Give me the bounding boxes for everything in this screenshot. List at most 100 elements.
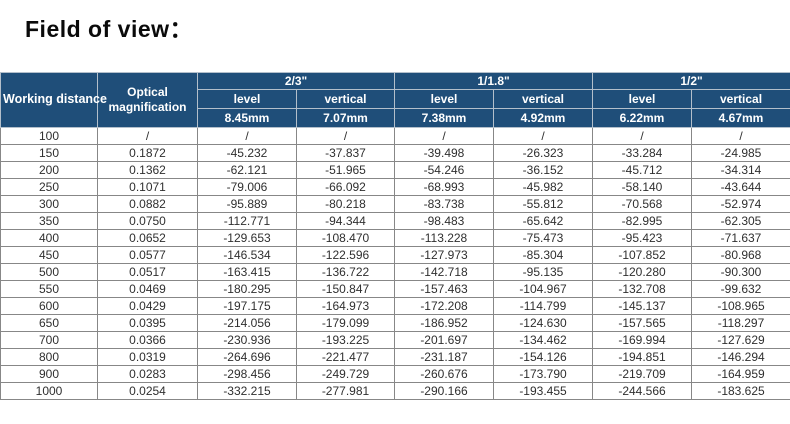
- table-row: 550 0.0469 -180.295 -150.847 -157.463 -104.96…: [0, 280, 790, 298]
- table-cell: 0.0750: [97, 212, 198, 230]
- header-mm-level-1-1-8: 7.38mm: [394, 108, 494, 128]
- table-cell: -120.280: [592, 263, 693, 281]
- table-cell: -62.305: [691, 212, 790, 230]
- table-cell: -136.722: [296, 263, 395, 281]
- table-cell: -52.974: [691, 195, 790, 213]
- header-mm-level-2-3: 8.45mm: [197, 108, 297, 128]
- header-row-level-vertical: level vertical level vertical level vert…: [1, 89, 790, 109]
- table-cell: -66.092: [296, 178, 395, 196]
- table-row: 800 0.0319 -264.696 -221.477 -231.187 -154.12…: [0, 348, 790, 366]
- table-cell: -249.729: [296, 365, 395, 383]
- working-distance-value: 200: [0, 161, 98, 179]
- table-cell: -163.415: [197, 263, 297, 281]
- table-row: 400 0.0652 -129.653 -108.470 -113.228 -75.473…: [0, 229, 790, 247]
- table-cell: -98.483: [394, 212, 494, 230]
- table-cell: -71.637: [691, 229, 790, 247]
- table-cell: -34.314: [691, 161, 790, 179]
- working-distance-value: 900: [0, 365, 98, 383]
- table-cell: -80.968: [691, 246, 790, 264]
- header-sensor-2-3: 2/3": [197, 72, 395, 90]
- header-mm-level-1-2: 6.22mm: [592, 108, 693, 128]
- table-cell: -80.218: [296, 195, 395, 213]
- table-cell: -164.973: [296, 297, 395, 315]
- table-cell: -24.985: [691, 144, 790, 162]
- header-sensor-1-1-8: 1/1.8": [393, 72, 594, 90]
- table-cell: -332.215: [197, 382, 297, 400]
- table-cell: -108.965: [691, 297, 790, 315]
- table-cell: /: [197, 127, 297, 145]
- table-cell: /: [691, 127, 790, 145]
- table-cell: -95.423: [592, 229, 693, 247]
- table-row: 650 0.0395 -214.056 -179.099 -186.952 -124.63…: [0, 314, 790, 332]
- table-cell: -193.225: [296, 331, 395, 349]
- table-cell: -95.135: [492, 263, 594, 281]
- table-cell: -145.137: [592, 297, 693, 315]
- table-cell: -58.140: [592, 178, 693, 196]
- table-cell: -193.455: [492, 382, 594, 400]
- working-distance-value: 650: [0, 314, 98, 332]
- working-distance-value: 250: [0, 178, 98, 196]
- table-cell: 0.0652: [97, 229, 198, 247]
- table-cell: 0.1872: [97, 144, 198, 162]
- header-vertical-1-1-8: vertical: [492, 89, 594, 109]
- table-row: 700 0.0366 -230.936 -193.225 -201.697 -134.46…: [0, 331, 790, 349]
- table-cell: 0.0517: [97, 263, 198, 281]
- table-cell: -157.463: [394, 280, 494, 298]
- table-cell: -68.993: [394, 178, 494, 196]
- table-cell: -172.208: [394, 297, 494, 315]
- table-row: 100// / / / / /: [0, 127, 790, 145]
- working-distance-value: 150: [0, 144, 98, 162]
- table-cell: -127.973: [394, 246, 494, 264]
- table-cell: /: [592, 127, 693, 145]
- table-cell: -82.995: [592, 212, 693, 230]
- table-cell: -201.697: [394, 331, 494, 349]
- table-cell: -45.982: [492, 178, 594, 196]
- table-cell: -118.297: [691, 314, 790, 332]
- table-cell: -157.565: [592, 314, 693, 332]
- table-body: 100// / / / //150 0.1872 -45.232 -37.837 -39.498…: [0, 127, 790, 400]
- table-cell: -33.284: [592, 144, 693, 162]
- table-cell: -183.625: [691, 382, 790, 400]
- table-cell: /: [296, 127, 395, 145]
- working-distance-value: 400: [0, 229, 98, 247]
- table-cell: -169.994: [592, 331, 693, 349]
- table-cell: -83.738: [394, 195, 494, 213]
- table-cell: -122.596: [296, 246, 395, 264]
- table-cell: 0.0469: [97, 280, 198, 298]
- table-cell: /: [492, 127, 594, 145]
- table-cell: -264.696: [197, 348, 297, 366]
- table-row: 200 0.1362 -62.121 -51.965 -54.246 -36.152 -45…: [0, 161, 790, 179]
- header-vertical-2-3: vertical: [296, 89, 395, 109]
- table-cell: 0.0254: [97, 382, 198, 400]
- table-cell: -219.709: [592, 365, 693, 383]
- header-optical-magnification: Optical magnification: [97, 72, 198, 128]
- table-cell: 0.0395: [97, 314, 198, 332]
- header-sensor-1-2: 1/2": [592, 72, 790, 90]
- table-cell: -214.056: [197, 314, 297, 332]
- table-cell: -180.295: [197, 280, 297, 298]
- table-cell: -244.566: [592, 382, 693, 400]
- working-distance-value: 300: [0, 195, 98, 213]
- table-row: 900 0.0283 -298.456 -249.729 -260.676 -173.79…: [0, 365, 790, 383]
- table-row: 500 0.0517 -163.415 -136.722 -142.718 -95.135…: [0, 263, 790, 281]
- table-cell: -54.246: [394, 161, 494, 179]
- table-cell: -112.771: [197, 212, 297, 230]
- table-cell: -107.852: [592, 246, 693, 264]
- table-row: 350 0.0750 -112.771 -94.344 -98.483 -65.642 -8…: [0, 212, 790, 230]
- table-cell: -142.718: [394, 263, 494, 281]
- working-distance-value: 700: [0, 331, 98, 349]
- table-cell: -39.498: [394, 144, 494, 162]
- table-row: 600 0.0429 -197.175 -164.973 -172.208 -114.79…: [0, 297, 790, 315]
- field-of-view-table: Working distance Optical magnification 2…: [0, 72, 790, 400]
- table-cell: -62.121: [197, 161, 297, 179]
- table-cell: -104.967: [492, 280, 594, 298]
- table-row: 250 0.1071 -79.006 -66.092 -68.993 -45.982 -58…: [0, 178, 790, 196]
- table-cell: -65.642: [492, 212, 594, 230]
- header-vertical-1-2: vertical: [691, 89, 790, 109]
- table-cell: 0.0366: [97, 331, 198, 349]
- table-cell: -79.006: [197, 178, 297, 196]
- table-cell: -99.632: [691, 280, 790, 298]
- table-cell: -231.187: [394, 348, 494, 366]
- working-distance-value: 800: [0, 348, 98, 366]
